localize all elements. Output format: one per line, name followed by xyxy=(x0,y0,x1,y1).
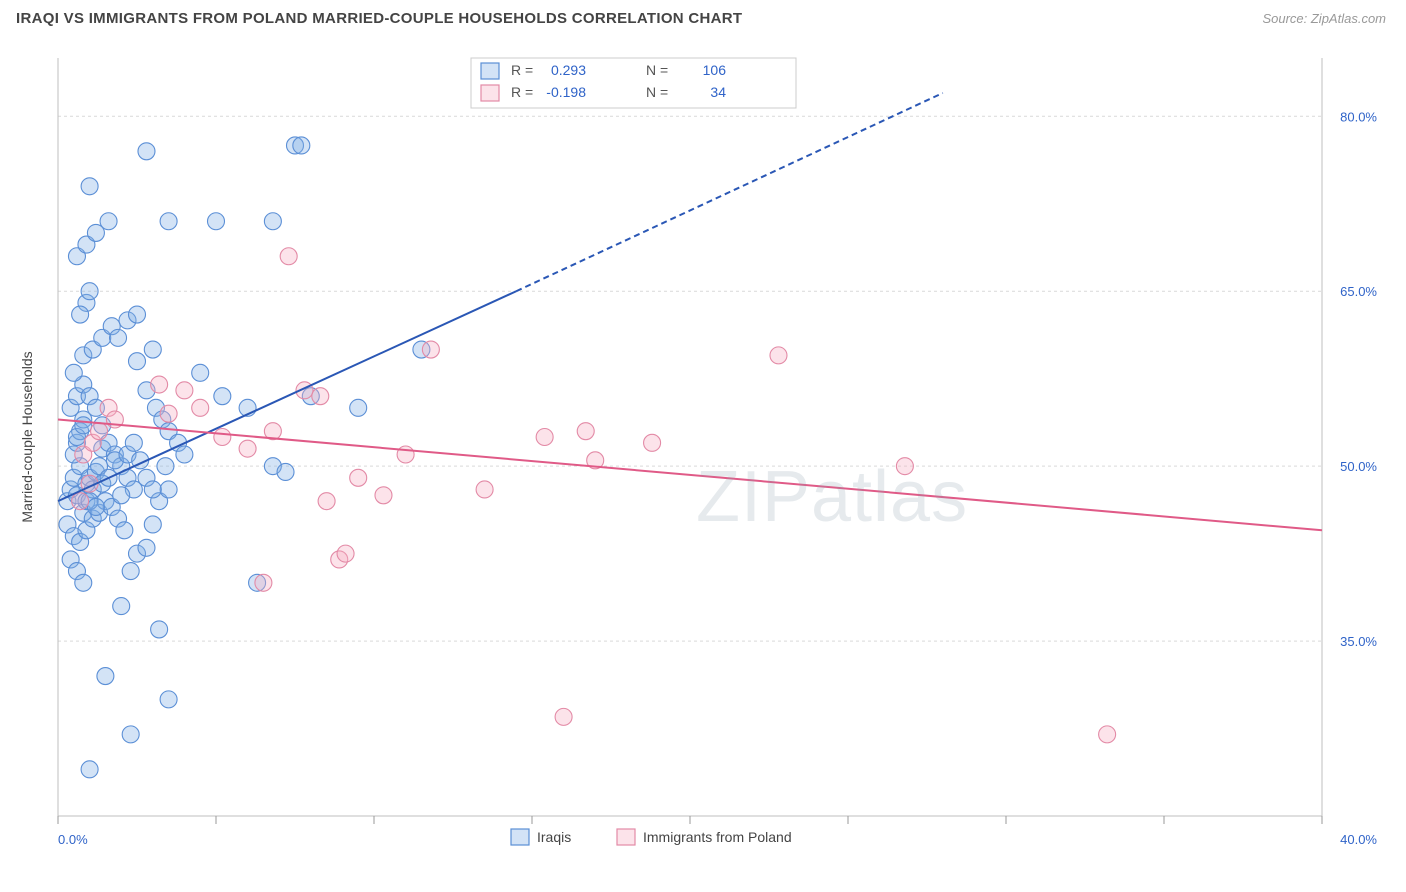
scatter-point xyxy=(896,458,913,475)
scatter-point xyxy=(293,137,310,154)
y-tick-label: 80.0% xyxy=(1340,109,1377,124)
scatter-point xyxy=(122,563,139,580)
x-tick-label-min: 0.0% xyxy=(58,832,88,847)
scatter-point xyxy=(144,481,161,498)
legend-label: Iraqis xyxy=(537,829,571,845)
scatter-point xyxy=(75,417,92,434)
scatter-point xyxy=(176,446,193,463)
scatter-point xyxy=(160,691,177,708)
legend-swatch xyxy=(511,829,529,845)
scatter-point xyxy=(113,598,130,615)
scatter-point xyxy=(264,213,281,230)
scatter-point xyxy=(536,429,553,446)
scatter-point xyxy=(116,522,133,539)
scatter-point xyxy=(192,399,209,416)
scatter-point xyxy=(277,463,294,480)
scatter-point xyxy=(422,341,439,358)
scatter-point xyxy=(192,364,209,381)
stats-r-label: R = xyxy=(511,62,533,78)
scatter-point xyxy=(122,726,139,743)
y-tick-label: 65.0% xyxy=(1340,284,1377,299)
scatter-point xyxy=(91,423,108,440)
scatter-point xyxy=(160,213,177,230)
stats-n-label: N = xyxy=(646,62,668,78)
chart-title: IRAQI VS IMMIGRANTS FROM POLAND MARRIED-… xyxy=(16,10,742,27)
scatter-point xyxy=(144,341,161,358)
scatter-point xyxy=(770,347,787,364)
y-tick-label: 50.0% xyxy=(1340,459,1377,474)
legend-swatch xyxy=(617,829,635,845)
legend-label: Immigrants from Poland xyxy=(643,829,792,845)
stats-n-value: 106 xyxy=(703,62,727,78)
scatter-point xyxy=(144,516,161,533)
stats-swatch xyxy=(481,63,499,79)
scatter-point xyxy=(81,283,98,300)
y-axis-label: Married-couple Households xyxy=(19,351,35,522)
scatter-point xyxy=(110,329,127,346)
chart-svg: 35.0% 50.0% 65.0% 80.0% 0.0% 40.0% Married-cou… xyxy=(16,36,1390,856)
scatter-point xyxy=(255,574,272,591)
scatter-point xyxy=(113,487,130,504)
trendline-solid xyxy=(58,420,1322,531)
scatter-point xyxy=(160,405,177,422)
scatter-point xyxy=(65,364,82,381)
stats-r-value: -0.198 xyxy=(546,84,586,100)
stats-n-label: N = xyxy=(646,84,668,100)
stats-r-value: 0.293 xyxy=(551,62,586,78)
stats-r-label: R = xyxy=(511,84,533,100)
scatter-chart: 35.0% 50.0% 65.0% 80.0% 0.0% 40.0% Married-cou… xyxy=(16,36,1390,856)
scatter-point xyxy=(72,306,89,323)
scatter-point xyxy=(312,388,329,405)
source-attribution: Source: ZipAtlas.com xyxy=(1262,11,1386,26)
scatter-point xyxy=(176,382,193,399)
scatter-point xyxy=(100,213,117,230)
stats-n-value: 34 xyxy=(710,84,726,100)
trendline-dashed xyxy=(516,93,943,291)
x-tick-label-max: 40.0% xyxy=(1340,832,1377,847)
scatter-point xyxy=(75,574,92,591)
scatter-point xyxy=(81,178,98,195)
scatter-point xyxy=(214,429,231,446)
scatter-point xyxy=(151,621,168,638)
scatter-point xyxy=(318,493,335,510)
scatter-point xyxy=(138,539,155,556)
scatter-point xyxy=(129,353,146,370)
scatter-point xyxy=(337,545,354,562)
stats-swatch xyxy=(481,85,499,101)
scatter-point xyxy=(72,493,89,510)
scatter-point xyxy=(157,458,174,475)
scatter-point xyxy=(555,708,572,725)
scatter-point xyxy=(476,481,493,498)
scatter-point xyxy=(125,434,142,451)
scatter-point xyxy=(375,487,392,504)
scatter-point xyxy=(214,388,231,405)
scatter-point xyxy=(208,213,225,230)
scatter-point xyxy=(151,376,168,393)
scatter-point xyxy=(644,434,661,451)
scatter-point xyxy=(97,668,114,685)
scatter-point xyxy=(81,761,98,778)
scatter-point xyxy=(160,481,177,498)
scatter-point xyxy=(350,399,367,416)
scatter-point xyxy=(280,248,297,265)
scatter-point xyxy=(1099,726,1116,743)
y-tick-label: 35.0% xyxy=(1340,634,1377,649)
scatter-point xyxy=(138,143,155,160)
scatter-point xyxy=(87,498,104,515)
scatter-point xyxy=(350,469,367,486)
scatter-point xyxy=(577,423,594,440)
scatter-point xyxy=(129,306,146,323)
scatter-point xyxy=(239,440,256,457)
